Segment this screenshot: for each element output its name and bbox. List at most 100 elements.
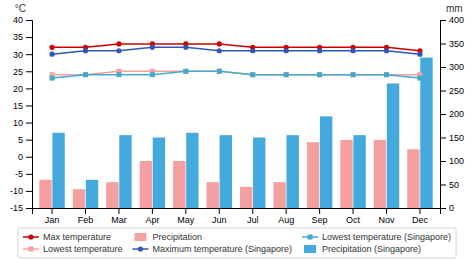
y2-tick-line	[440, 20, 446, 21]
y-tick: 25	[13, 67, 32, 77]
y2-tick: 250	[440, 86, 464, 96]
bar	[307, 142, 319, 208]
x-tick-line	[52, 208, 53, 214]
x-tick: Jan	[45, 208, 60, 225]
y-tick: -5	[15, 169, 32, 179]
marker	[83, 48, 88, 53]
y2-tick-label: 0	[449, 203, 454, 213]
x-tick-line	[319, 208, 320, 214]
legend-swatch	[304, 245, 316, 253]
x-tick-line	[85, 208, 86, 214]
bar	[407, 149, 419, 208]
x-tick-line	[118, 208, 119, 214]
x-tick-line	[386, 208, 387, 214]
marker	[116, 72, 121, 77]
marker	[417, 76, 422, 81]
marker	[183, 69, 188, 74]
y2-tick-label: 50	[449, 180, 459, 190]
legend-label: Precipitation (Singapore)	[322, 244, 421, 254]
y-tick-line	[26, 123, 32, 124]
y2-axis-label: mm	[446, 3, 463, 14]
y2-tick-line	[440, 185, 446, 186]
x-tick-label: Mar	[111, 215, 127, 225]
y2-tick: 150	[440, 133, 464, 143]
legend-item: Precipitation (Singapore)	[304, 244, 421, 254]
legend-item: Max temperature	[23, 232, 111, 242]
y-tick: 20	[13, 84, 32, 94]
y-tick-label: 5	[18, 135, 23, 145]
bar-series	[52, 58, 432, 208]
y-tick-line	[26, 174, 32, 175]
marker	[351, 72, 356, 77]
line	[52, 47, 420, 54]
marker	[284, 72, 289, 77]
marker	[217, 69, 222, 74]
y2-axis: 050100150200250300350400	[440, 15, 464, 213]
y-tick-label: 10	[13, 118, 23, 128]
y2-tick-label: 100	[449, 156, 464, 166]
marker	[49, 52, 54, 57]
y-tick: 40	[13, 15, 32, 25]
y2-tick-label: 250	[449, 86, 464, 96]
marks	[39, 41, 432, 208]
legend-item: Precipitation	[134, 232, 202, 242]
bar	[220, 135, 232, 208]
legend-item: Lowest temperature (Singapore)	[302, 232, 451, 242]
marker	[317, 72, 322, 77]
y2-tick-label: 400	[449, 15, 464, 25]
x-tick-line	[252, 208, 253, 214]
marker	[351, 72, 356, 77]
bar	[186, 133, 198, 208]
y-axis: -15-10-50510152025303540	[10, 15, 33, 213]
bar	[340, 140, 352, 208]
marker	[317, 72, 322, 77]
legend-marker	[28, 234, 33, 239]
y2-tick-label: 150	[449, 133, 464, 143]
y-tick: -10	[10, 186, 32, 196]
x-tick: Apr	[145, 208, 159, 225]
marker	[317, 48, 322, 53]
bar	[86, 180, 98, 208]
y2-tick-line	[440, 44, 446, 45]
y-tick: 30	[13, 50, 32, 60]
legend-label: Maximum temperature (Singapore)	[152, 244, 292, 254]
marker	[116, 48, 121, 53]
marker	[250, 72, 255, 77]
y2-tick-line	[440, 208, 446, 209]
marker	[350, 48, 355, 53]
y-tick-line	[26, 140, 32, 141]
x-tick-label: May	[177, 215, 195, 225]
marker	[183, 45, 188, 50]
bar	[320, 116, 332, 208]
legend-marker	[308, 235, 313, 240]
x-tick-label: Feb	[78, 215, 94, 225]
legend-frame	[18, 228, 456, 258]
x-tick-label: Jul	[247, 215, 259, 225]
y-tick-label: 20	[13, 84, 23, 94]
legend-swatch	[134, 233, 146, 241]
marker	[116, 41, 121, 46]
bar	[173, 161, 185, 208]
y-tick-line	[26, 105, 32, 106]
marker	[250, 48, 255, 53]
marker	[284, 48, 289, 53]
y-tick-label: 35	[13, 32, 23, 42]
bar	[387, 83, 399, 208]
y2-tick-label: 200	[449, 109, 464, 119]
x-tick-line	[185, 208, 186, 214]
marker	[217, 41, 222, 46]
y-tick-line	[26, 20, 32, 21]
line	[52, 44, 420, 51]
x-tick-line	[353, 208, 354, 214]
marker	[83, 72, 88, 77]
y-tick-line	[26, 37, 32, 38]
legend-marker	[138, 246, 143, 251]
x-tick-label: Aug	[278, 215, 294, 225]
y2-tick-line	[440, 161, 446, 162]
marker	[217, 69, 222, 74]
bar	[52, 133, 64, 208]
marker	[384, 72, 389, 77]
marker	[183, 69, 188, 74]
marker	[150, 45, 155, 50]
y2-axis-line	[441, 21, 447, 209]
